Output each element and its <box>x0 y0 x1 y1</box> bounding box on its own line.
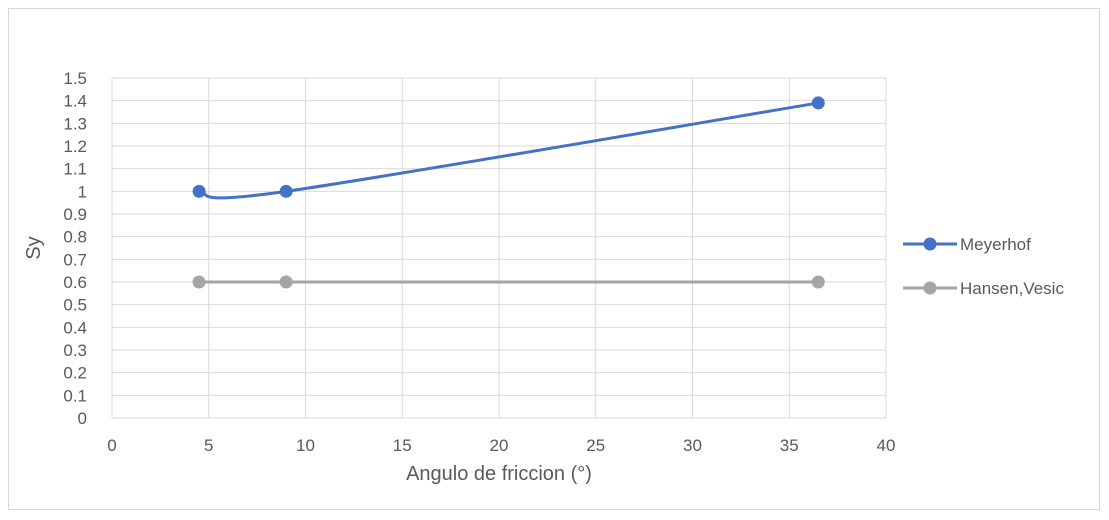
data-point-hansen-vesic <box>192 275 206 289</box>
y-tick-label: 1.4 <box>63 92 87 111</box>
legend-label-hansen-vesic: Hansen,Vesic <box>960 279 1064 298</box>
y-tick-label: 1.2 <box>63 137 87 156</box>
x-axis-title: Angulo de friccion (°) <box>406 463 592 485</box>
x-tick-label: 40 <box>877 436 896 455</box>
x-axis-ticks: 0 5 10 15 20 25 30 35 40 <box>107 436 895 455</box>
y-tick-label: 0 <box>78 409 87 428</box>
y-tick-label: 1.1 <box>63 160 87 179</box>
y-tick-label: 0.9 <box>63 205 87 224</box>
y-tick-label: 1 <box>78 182 87 201</box>
legend: Meyerhof Hansen,Vesic <box>903 235 1064 298</box>
y-tick-label: 0.1 <box>63 386 87 405</box>
y-tick-label: 0.6 <box>63 273 87 292</box>
x-tick-label: 10 <box>296 436 315 455</box>
data-point-meyerhof <box>279 184 293 198</box>
series-layer <box>192 96 825 289</box>
data-point-meyerhof <box>192 184 206 198</box>
y-tick-label: 0.3 <box>63 341 87 360</box>
x-tick-label: 30 <box>683 436 702 455</box>
y-tick-label: 0.7 <box>63 250 87 269</box>
gridlines <box>111 77 887 419</box>
data-point-hansen-vesic <box>279 275 293 289</box>
y-tick-label: 0.4 <box>63 318 87 337</box>
y-tick-label: 1.5 <box>63 69 87 88</box>
x-tick-label: 35 <box>780 436 799 455</box>
legend-marker-meyerhof <box>923 237 937 251</box>
y-tick-label: 0.2 <box>63 364 87 383</box>
data-point-hansen-vesic <box>811 275 825 289</box>
x-tick-label: 20 <box>490 436 509 455</box>
series-line-meyerhof <box>198 101 819 200</box>
y-tick-label: 0.5 <box>63 296 87 315</box>
legend-label-meyerhof: Meyerhof <box>960 235 1031 254</box>
x-tick-label: 0 <box>107 436 116 455</box>
y-tick-label: 1.3 <box>63 114 87 133</box>
y-tick-label: 0.8 <box>63 228 87 247</box>
x-tick-label: 15 <box>393 436 412 455</box>
y-axis-ticks: 0 0.1 0.2 0.3 0.4 0.5 0.6 0.7 0.8 0.9 1 1.1 1.2 1.3 1.… <box>63 69 87 428</box>
legend-marker-hansen-vesic <box>923 281 937 295</box>
y-axis-title: Sy <box>23 236 45 259</box>
x-tick-label: 5 <box>204 436 213 455</box>
data-point-meyerhof <box>811 96 825 110</box>
x-tick-label: 25 <box>586 436 605 455</box>
